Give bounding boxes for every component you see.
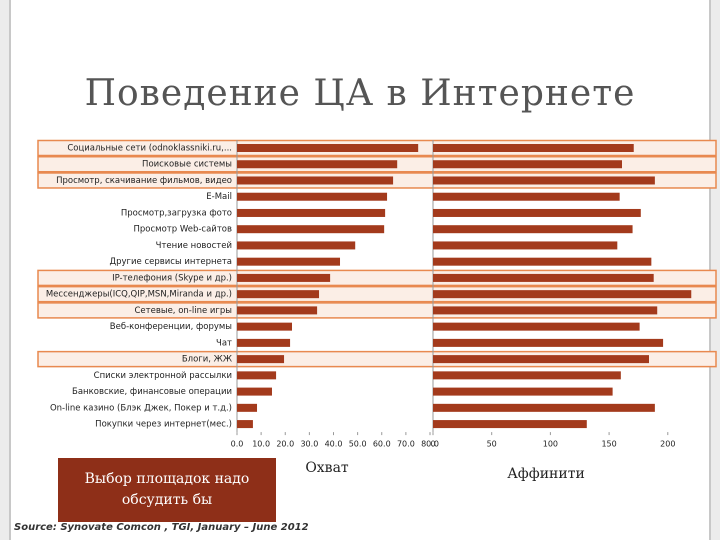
bar (237, 192, 388, 201)
bar (237, 355, 285, 364)
bar (237, 225, 385, 234)
x-tick-label: 40.0 (325, 440, 343, 449)
bar (237, 176, 394, 185)
x-tick-label: 80.0 (421, 440, 439, 449)
x-tick-label: 0 (430, 440, 435, 449)
bar (433, 290, 692, 299)
x-tick-label: 20.0 (276, 440, 294, 449)
bar (433, 273, 654, 282)
category-label: Покупки через интернет(мес.) (95, 420, 232, 430)
category-label: Просмотр, скачивание фильмов, видео (56, 176, 232, 186)
bar (433, 355, 649, 364)
bar (433, 225, 633, 234)
bar (237, 257, 341, 266)
axis-label: Охват (305, 460, 349, 476)
bar (433, 208, 641, 217)
category-label: E-Mail (206, 192, 232, 202)
category-label: Чтение новостей (156, 241, 232, 251)
bar (433, 420, 587, 429)
category-label: Банковские, финансовые операции (72, 387, 232, 397)
charts: 0.0 10.0 20.0 30.0 40.0 50.0 60.0 70.0 80.0 Социа… (37, 139, 717, 482)
x-tick-label: 60.0 (373, 440, 391, 449)
category-label: Просмотр Web-сайтов (134, 225, 233, 235)
bar (237, 338, 291, 347)
bar (237, 241, 356, 250)
category-label: Чат (216, 338, 232, 348)
bar (237, 273, 331, 282)
bar (237, 208, 386, 217)
category-label: Другие сервисы интернета (109, 257, 232, 267)
bar (237, 387, 272, 396)
bar (433, 192, 620, 201)
bar (433, 176, 655, 185)
bar (237, 403, 258, 412)
category-label: Мессенджеры(ICQ,QIP,MSN,Miranda и др.) (46, 290, 232, 300)
note-box: Выбор площадок надо обсудить бы (58, 458, 276, 522)
category-label: Блоги, ЖЖ (182, 355, 232, 365)
x-tick-label: 30.0 (300, 440, 318, 449)
x-tick-label: 150 (601, 440, 616, 449)
bar (237, 371, 277, 380)
x-tick-label: 10.0 (252, 440, 270, 449)
x-tick-label: 70.0 (397, 440, 415, 449)
bar (237, 290, 320, 299)
category-label: Веб-конференции, форумы (110, 322, 232, 332)
bar (237, 144, 419, 152)
category-label: Поисковые системы (142, 160, 232, 170)
slide-title: Поведение ЦА в Интернете (85, 73, 636, 114)
category-label: Социальные сети (odnoklassniki.ru,... (67, 144, 232, 154)
category-label: Сетевые, on-line игры (135, 306, 233, 316)
bar (237, 322, 293, 331)
bar (433, 160, 622, 169)
bar (433, 371, 621, 380)
bar (237, 420, 253, 429)
bar (433, 257, 652, 266)
category-label: IP-телефония (Skype и др.) (112, 273, 232, 283)
bar (433, 403, 655, 412)
x-tick-label: 100 (543, 440, 558, 449)
category-label: On-line казино (Блэк Джек, Покер и т.д.) (50, 403, 232, 413)
x-tick-label: 0.0 (231, 440, 244, 449)
x-tick-label: 50.0 (349, 440, 367, 449)
x-tick-label: 200 (660, 440, 675, 449)
bar (433, 387, 613, 396)
source: Source: Synovate Comcon , TGI, January –… (14, 522, 309, 533)
axis-label: Аффинити (507, 466, 585, 482)
x-tick-label: 50 (487, 440, 497, 449)
bar (433, 241, 618, 250)
category-label: Просмотр,загрузка фото (121, 208, 232, 218)
bar (433, 322, 640, 331)
bar (433, 144, 634, 152)
bar (237, 306, 318, 315)
category-label: Списки электронной рассылки (94, 371, 232, 381)
bar (433, 338, 664, 347)
bar (433, 306, 658, 315)
bar (237, 160, 398, 169)
